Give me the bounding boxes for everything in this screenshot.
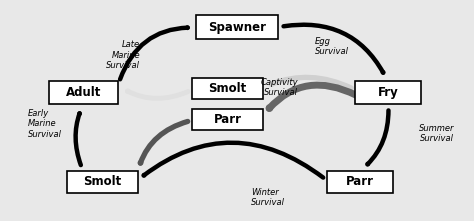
FancyBboxPatch shape	[355, 81, 421, 105]
Text: Smolt: Smolt	[83, 175, 121, 188]
Text: Parr: Parr	[214, 113, 242, 126]
FancyBboxPatch shape	[196, 15, 278, 39]
Text: Spawner: Spawner	[208, 21, 266, 34]
Text: Egg
Survival: Egg Survival	[315, 37, 349, 56]
FancyBboxPatch shape	[67, 171, 138, 193]
Text: Captivity
Survival: Captivity Survival	[261, 78, 299, 97]
Text: Parr: Parr	[346, 175, 374, 188]
Text: Adult: Adult	[66, 86, 101, 99]
Text: Smolt: Smolt	[209, 82, 246, 95]
FancyBboxPatch shape	[192, 109, 263, 130]
Text: Early
Marine
Survival: Early Marine Survival	[28, 109, 62, 139]
Text: Winter
Survival: Winter Survival	[251, 188, 285, 207]
FancyBboxPatch shape	[327, 171, 393, 193]
FancyBboxPatch shape	[192, 78, 263, 99]
FancyBboxPatch shape	[49, 81, 118, 105]
Text: Fry: Fry	[378, 86, 399, 99]
Text: Summer
Survival: Summer Survival	[419, 124, 455, 143]
Text: Late
Marine
Survival: Late Marine Survival	[106, 40, 140, 70]
